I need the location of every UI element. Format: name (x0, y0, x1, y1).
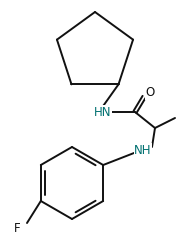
Text: NH: NH (134, 144, 152, 156)
Text: F: F (14, 221, 20, 235)
Text: O: O (145, 87, 155, 99)
Text: HN: HN (94, 105, 112, 119)
